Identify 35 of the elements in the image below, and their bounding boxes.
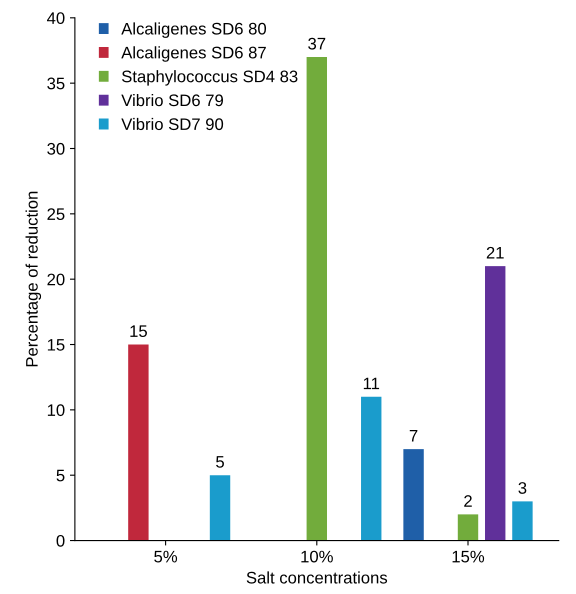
y-tick-label: 20	[47, 274, 65, 286]
data-label: 11	[364, 378, 380, 390]
y-tick-label: 40	[47, 12, 65, 24]
data-label: 7	[410, 430, 418, 442]
x-tick-label: 5%	[154, 550, 178, 563]
bar	[306, 57, 328, 541]
y-tick-label: 30	[47, 142, 65, 155]
y-axis-title: Percentage of reduction	[26, 192, 42, 366]
data-label: 5	[216, 456, 224, 468]
bar	[128, 344, 149, 541]
y-tick-label: 5	[56, 470, 64, 482]
bar	[403, 449, 424, 541]
y-tick-label: 10	[48, 404, 65, 416]
data-label: 3	[518, 482, 526, 494]
y-tick-label: 0	[56, 534, 65, 547]
legend-label: Vibrio SD6 79	[121, 94, 223, 106]
y-tick-label: 15	[48, 339, 64, 351]
y-tick-label: 25	[47, 208, 64, 220]
bar	[485, 266, 506, 541]
data-label: 21	[486, 246, 504, 258]
data-label: 37	[308, 38, 326, 50]
bar	[361, 396, 382, 541]
data-label: 2	[464, 495, 472, 507]
x-tick-label: 15%	[452, 550, 484, 563]
legend-label: Alcaligenes SD6 80	[121, 22, 266, 38]
x-axis-title: Salt concentrations	[246, 571, 388, 584]
data-label: 15	[130, 325, 147, 338]
legend-label: Alcaligenes SD6 87	[121, 46, 266, 62]
legend-label: Vibrio SD7 90	[121, 118, 224, 130]
x-tick-label: 10%	[301, 550, 333, 563]
bar	[210, 475, 230, 541]
legend-label: Staphylococcus SD4 83	[122, 70, 298, 86]
bar	[458, 514, 478, 541]
y-tick-label: 35	[47, 78, 64, 90]
bar	[512, 501, 533, 541]
